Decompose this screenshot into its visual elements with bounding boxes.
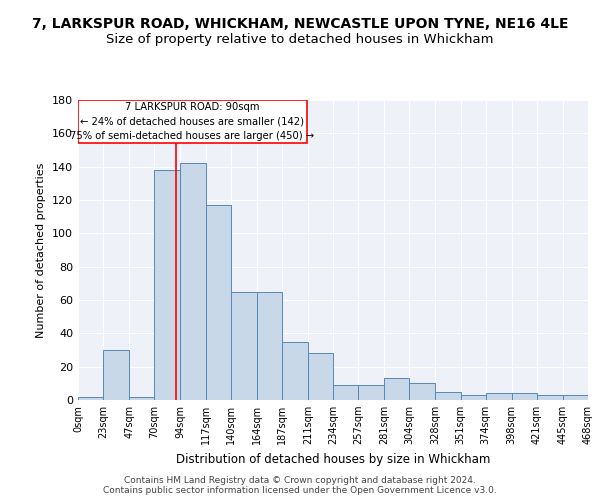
Text: Contains HM Land Registry data © Crown copyright and database right 2024.
Contai: Contains HM Land Registry data © Crown c… (103, 476, 497, 495)
Text: Size of property relative to detached houses in Whickham: Size of property relative to detached ho… (106, 32, 494, 46)
Bar (205, 205, 230, 400)
Bar (230, 292, 257, 400)
Bar (282, 342, 308, 400)
Bar (103, 350, 129, 400)
Bar (129, 396, 154, 400)
Bar (409, 384, 436, 400)
Bar (461, 395, 485, 400)
Bar (308, 354, 333, 400)
Bar (563, 395, 588, 400)
Bar (333, 385, 358, 400)
Text: 7, LARKSPUR ROAD, WHICKHAM, NEWCASTLE UPON TYNE, NE16 4LE: 7, LARKSPUR ROAD, WHICKHAM, NEWCASTLE UP… (32, 18, 568, 32)
Bar (384, 378, 409, 400)
Bar (78, 396, 103, 400)
Y-axis label: Number of detached properties: Number of detached properties (37, 162, 46, 338)
Bar (537, 395, 563, 400)
X-axis label: Distribution of detached houses by size in Whickham: Distribution of detached houses by size … (176, 452, 490, 466)
Bar (358, 385, 384, 400)
Bar (181, 164, 206, 400)
Bar (485, 394, 512, 400)
Bar (512, 394, 537, 400)
Bar (154, 170, 181, 400)
Text: 7 LARKSPUR ROAD: 90sqm
← 24% of detached houses are smaller (142)
75% of semi-de: 7 LARKSPUR ROAD: 90sqm ← 24% of detached… (70, 102, 314, 142)
FancyBboxPatch shape (78, 100, 307, 144)
Bar (436, 392, 461, 400)
Bar (257, 292, 282, 400)
